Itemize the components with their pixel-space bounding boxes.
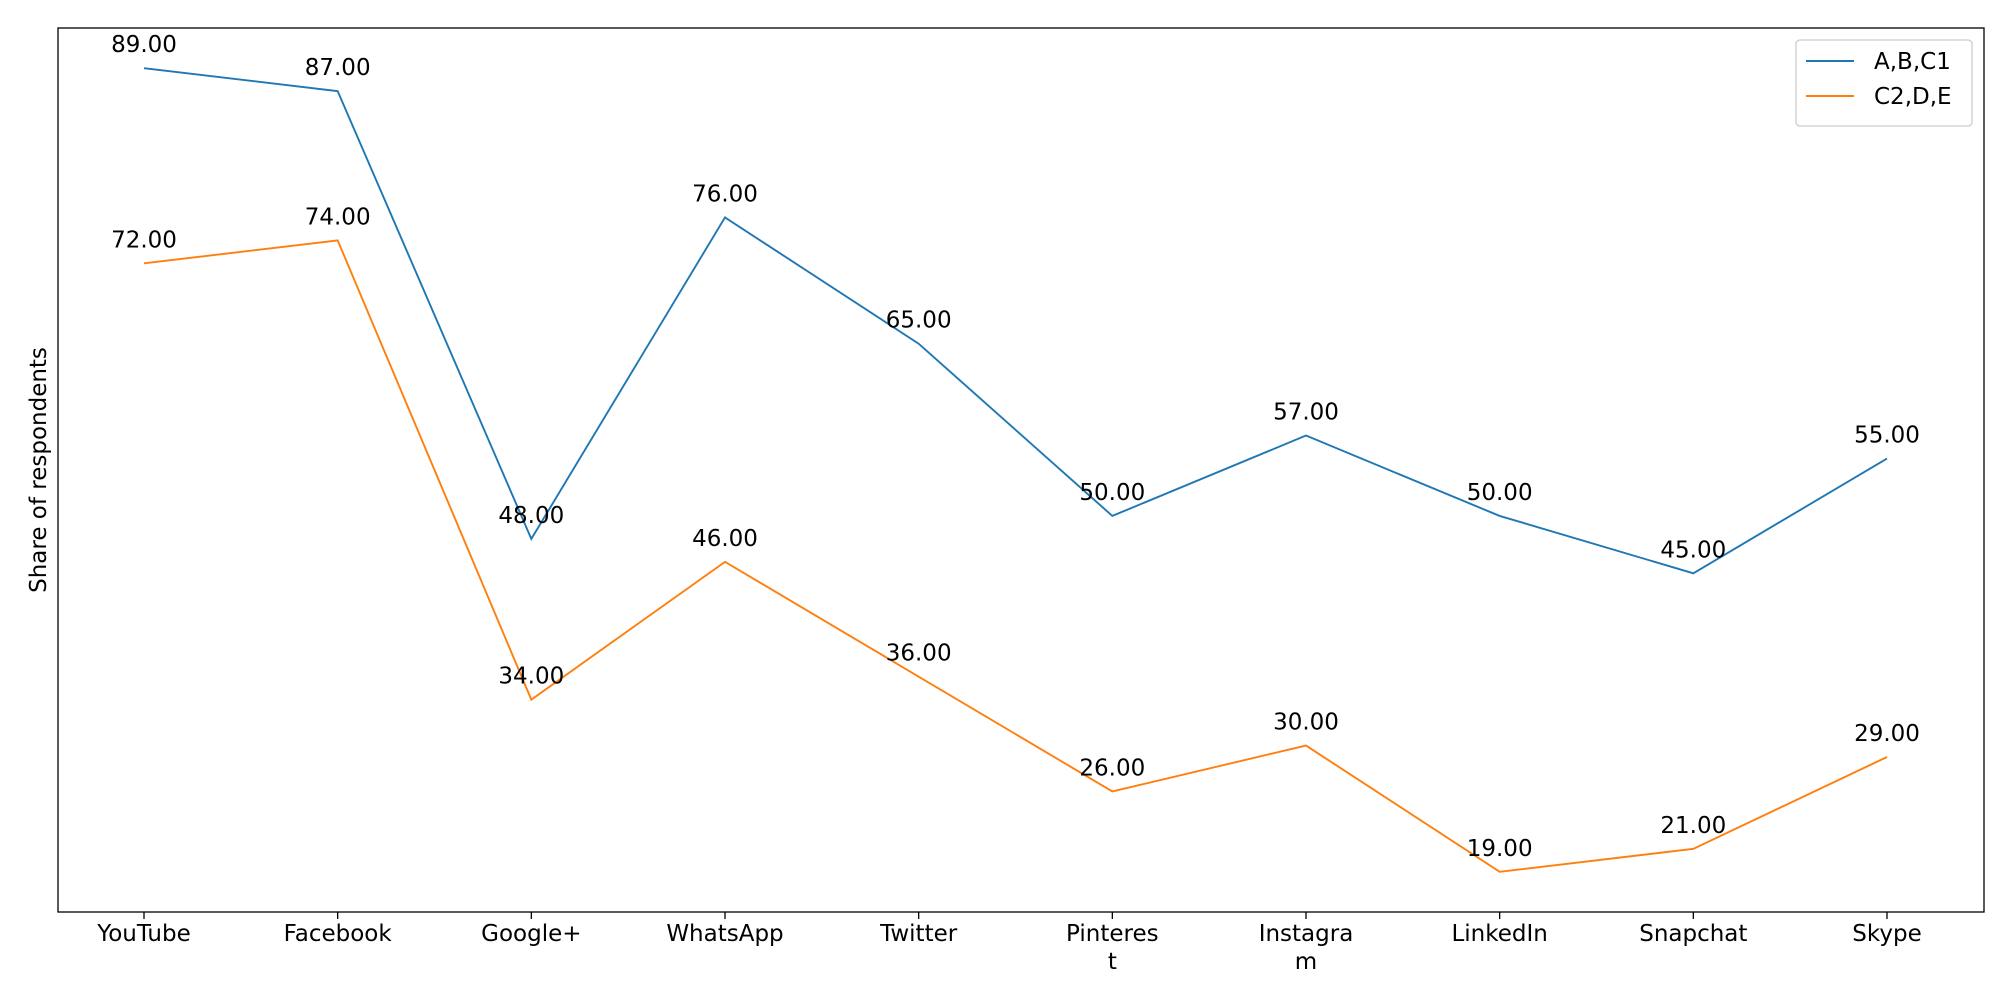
y-axis-label: Share of respondents <box>26 347 52 593</box>
data-label-c2-d-e-youtube: 72.00 <box>111 227 177 253</box>
x-tick-label-pinterest: Pinteres t <box>1066 921 1159 975</box>
data-label-c2-d-e-twitter: 36.00 <box>886 641 952 667</box>
legend-label-c2-d-e: C2,D,E <box>1874 84 1952 110</box>
data-label-a-b-c1-snapchat: 45.00 <box>1660 537 1726 563</box>
legend: A,B,C1 C2,D,E <box>1795 39 1973 127</box>
data-label-c2-d-e-facebook: 74.00 <box>305 204 371 230</box>
x-tick-label-line: Skype <box>1852 921 1921 947</box>
x-tick-label-line: Instagra <box>1259 921 1354 947</box>
x-tick-label-line: Google+ <box>481 921 581 947</box>
data-label-c2-d-e-skype: 29.00 <box>1854 721 1920 747</box>
data-label-a-b-c1-facebook: 87.00 <box>305 55 371 81</box>
x-tick-label-whatsapp: WhatsApp <box>666 921 783 947</box>
x-tick-label-instagram: Instagra m <box>1259 921 1354 975</box>
x-tick-label-line: t <box>1108 949 1117 975</box>
data-label-a-b-c1-pinterest: 50.00 <box>1079 480 1145 506</box>
x-tick-label-snapchat: Snapchat <box>1639 921 1747 947</box>
x-tick-label-facebook: Facebook <box>284 921 393 947</box>
series-line-c2-d-e <box>143 239 1888 873</box>
data-labels: 89.00 87.00 48.00 76.00 65.00 50.00 57.00 50.00… <box>111 32 1920 862</box>
data-label-a-b-c1-twitter: 65.00 <box>886 308 952 334</box>
data-label-c2-d-e-instagram: 30.00 <box>1273 710 1339 736</box>
x-tick-label-linkedin: LinkedIn <box>1451 921 1547 947</box>
data-label-c2-d-e-linkedin: 19.00 <box>1467 836 1533 862</box>
plot-area <box>57 27 1985 913</box>
x-tick-label-line: Twitter <box>879 921 958 947</box>
legend-label-a-b-c1: A,B,C1 <box>1874 49 1951 75</box>
data-label-a-b-c1-linkedin: 50.00 <box>1467 480 1533 506</box>
x-axis: YouTube Facebook Google+ WhatsApp Twitter Pin… <box>96 912 1922 975</box>
data-label-a-b-c1-skype: 55.00 <box>1854 423 1920 449</box>
plot-frame <box>57 27 1985 913</box>
x-tick-label-line: Snapchat <box>1639 921 1747 947</box>
x-tick-label-line: m <box>1295 949 1317 975</box>
data-label-a-b-c1-youtube: 89.00 <box>111 32 177 58</box>
data-label-a-b-c1-whatsapp: 76.00 <box>692 181 758 207</box>
x-tick-label-skype: Skype <box>1852 921 1921 947</box>
x-tick-label-line: Pinteres <box>1066 921 1159 947</box>
x-tick-label-line: LinkedIn <box>1451 921 1547 947</box>
x-tick-label-line: Facebook <box>284 921 393 947</box>
x-tick-label-google: Google+ <box>481 921 581 947</box>
x-tick-label-youtube: YouTube <box>96 921 191 947</box>
data-label-c2-d-e-pinterest: 26.00 <box>1079 755 1145 781</box>
x-tick-label-twitter: Twitter <box>879 921 958 947</box>
data-label-a-b-c1-instagram: 57.00 <box>1273 400 1339 426</box>
series-lines <box>143 67 1888 873</box>
data-label-a-b-c1-google: 48.00 <box>498 503 564 529</box>
data-label-c2-d-e-google: 34.00 <box>498 664 564 690</box>
x-tick-label-line: YouTube <box>96 921 191 947</box>
series-line-a-b-c1 <box>143 67 1888 575</box>
x-tick-label-line: WhatsApp <box>666 921 783 947</box>
data-label-c2-d-e-snapchat: 21.00 <box>1660 813 1726 839</box>
data-label-c2-d-e-whatsapp: 46.00 <box>692 526 758 552</box>
